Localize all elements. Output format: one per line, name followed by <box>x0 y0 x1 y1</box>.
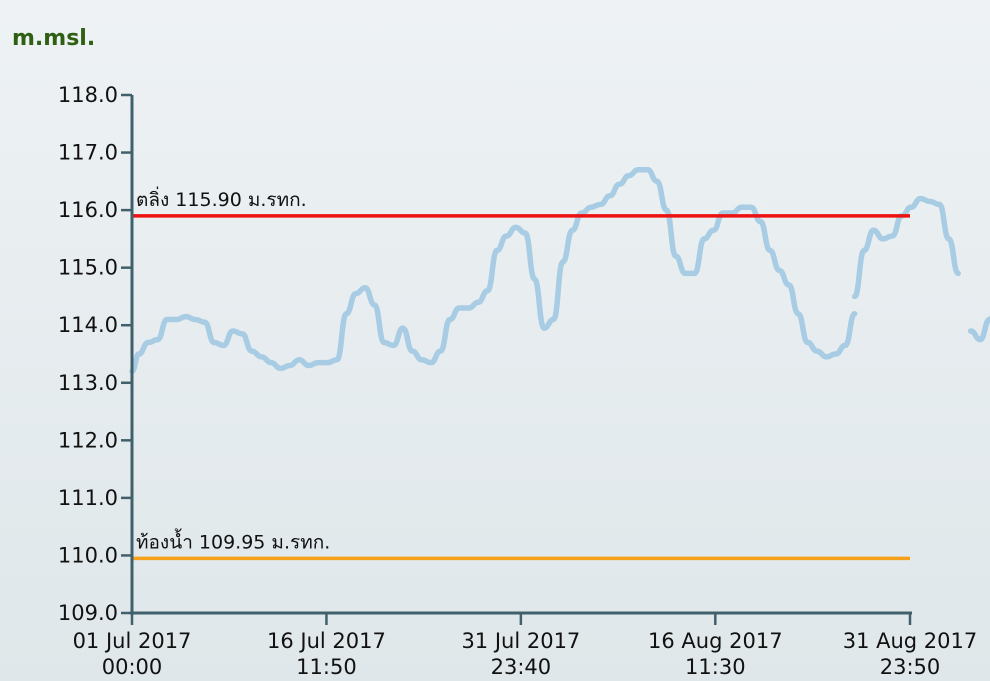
axes-layer: 109.0 110.0 111.0 112.0 113.0 114.0 115.0 116.0… <box>58 83 977 679</box>
y-axis-unit-label: m.msl. <box>12 26 96 51</box>
y-tick-label: 116.0 <box>58 198 118 222</box>
x-tick-label-date: 31 Jul 2017 <box>461 629 580 653</box>
x-tick-label-date: 31 Aug 2017 <box>843 629 978 653</box>
x-tick-label-time: 23:50 <box>880 655 941 679</box>
reference-lines-layer: ตลิ่ง 115.90 ม.รทก. ท้องน้ำ 109.95 ม.รทก. <box>132 186 910 561</box>
x-tick-label-time: 11:50 <box>296 655 357 679</box>
y-tick-label: 118.0 <box>58 83 118 107</box>
y-tick-label: 109.0 <box>58 601 118 625</box>
x-tick-label-date: 01 Jul 2017 <box>73 629 192 653</box>
y-tick-label: 113.0 <box>58 371 118 395</box>
bank-level-label: ตลิ่ง 115.90 ม.รทก. <box>136 186 307 211</box>
x-tick-label-time: 23:40 <box>491 655 552 679</box>
riverbed-level-label: ท้องน้ำ 109.95 ม.รทก. <box>136 528 330 553</box>
water-level-series-segment <box>129 167 858 375</box>
water-level-series-segment <box>967 314 990 343</box>
y-tick-label: 117.0 <box>58 141 118 165</box>
y-tick-label: 115.0 <box>58 256 118 280</box>
y-tick-label: 114.0 <box>58 313 118 337</box>
x-tick-label-time: 11:30 <box>685 655 746 679</box>
x-tick-label-time: 00:00 <box>102 655 163 679</box>
x-tick-label-date: 16 Jul 2017 <box>267 629 386 653</box>
y-tick-label: 111.0 <box>58 486 118 510</box>
y-tick-label: 112.0 <box>58 428 118 452</box>
x-tick-label-date: 16 Aug 2017 <box>648 629 783 653</box>
y-tick-label: 110.0 <box>58 543 118 567</box>
series-layer <box>129 167 990 375</box>
water-level-series-segment <box>851 195 961 300</box>
